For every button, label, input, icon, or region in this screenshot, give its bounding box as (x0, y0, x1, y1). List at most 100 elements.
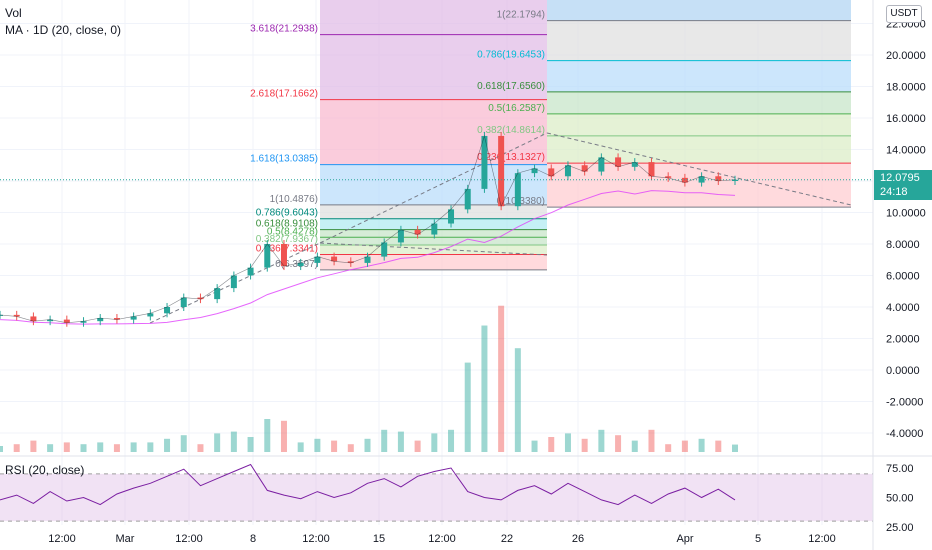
y-axis-tick-label: 16.0000 (886, 113, 926, 125)
candle-body (47, 319, 54, 322)
candle-body (498, 135, 505, 207)
candle-body (197, 297, 204, 300)
volume-bar (615, 435, 622, 452)
fib-level-label: 0.618(17.6560) (477, 81, 545, 92)
candle-body (698, 176, 705, 183)
volume-bar (598, 429, 605, 452)
volume-bar (481, 325, 488, 452)
fib-level-label: 0.382(14.8614) (477, 125, 545, 136)
candle-body (648, 162, 655, 177)
candle-body (230, 275, 237, 289)
trend-line (319, 242, 548, 256)
volume-bar (715, 440, 722, 452)
volume-bar (130, 442, 137, 452)
volume-bar (247, 437, 254, 452)
fib-level-label: 3.618(21.2938) (250, 24, 318, 35)
volume-bar (631, 440, 638, 452)
candle-body (97, 318, 104, 322)
candle-body (280, 244, 287, 267)
volume-bar (514, 348, 521, 452)
rsi-axis-tick-label: 50.00 (886, 493, 914, 505)
volume-bar (564, 433, 571, 452)
fib-level-label: 0(6.3597) (275, 259, 318, 270)
volume-bar (80, 444, 87, 452)
volume-bar (214, 433, 221, 452)
rsi-indicator-label[interactable]: RSI (20, close) (5, 463, 85, 477)
fib-zone (547, 60, 851, 92)
candle-body (414, 229, 421, 235)
volume-bar (431, 433, 438, 452)
candle-body (514, 173, 521, 207)
x-axis-tick-label: 22 (501, 533, 513, 545)
y-axis-tick-label: 8.0000 (886, 239, 920, 251)
fib-level-label: 2.618(17.1662) (250, 89, 318, 100)
volume-bar (732, 444, 738, 452)
price-line (0, 134, 736, 324)
fib-zone (320, 254, 547, 270)
volume-bar (364, 438, 371, 452)
x-axis-tick-label: 12:00 (48, 533, 76, 545)
candle-body (481, 135, 488, 189)
y-axis-tick-label: 14.0000 (886, 145, 926, 157)
volume-bar (448, 429, 455, 452)
fib-zone (547, 163, 851, 208)
volume-bar (97, 442, 104, 452)
fib-zone (320, 164, 547, 205)
candle-body (264, 244, 271, 268)
x-axis-tick-label: 26 (572, 533, 584, 545)
volume-bar (347, 444, 354, 452)
bar-countdown: 24:18 (880, 186, 908, 198)
fib-zone (320, 99, 547, 165)
y-axis-tick-label: 18.0000 (886, 82, 926, 94)
candle-body (297, 262, 304, 267)
volume-bar (665, 444, 672, 452)
fib-level-label: 1.618(13.0385) (250, 154, 318, 165)
fib-zone (547, 135, 851, 164)
fib-zone (320, 237, 547, 245)
volume-bar (147, 442, 154, 452)
candle-body (464, 188, 471, 210)
volume-bar (581, 438, 588, 452)
volume-bar (0, 446, 3, 452)
volume-bar (681, 440, 688, 452)
candle-body (548, 168, 555, 177)
fib-level-label: 1(10.4876) (270, 194, 318, 205)
candle-body (598, 157, 605, 172)
currency-button[interactable]: USDT (886, 5, 922, 23)
candle-body (314, 256, 321, 263)
fib-level-label: 0.382(7.9367) (256, 234, 318, 245)
candle-body (331, 256, 338, 262)
volume-bar (297, 442, 304, 452)
volume-indicator-label[interactable]: Vol (5, 6, 22, 20)
moving-average-label[interactable]: MA · 1D (20, close, 0) (5, 23, 122, 37)
x-axis-tick-label: 5 (755, 533, 761, 545)
volume-bar (47, 444, 54, 452)
candle-body (581, 165, 588, 172)
volume-bar (314, 438, 321, 452)
volume-bar (648, 429, 655, 452)
volume-bar (197, 444, 204, 452)
candle-body (180, 297, 187, 307)
fib-level-label: 0.5(16.2587) (488, 103, 545, 114)
candle-body (397, 229, 404, 243)
fib-level-label: 0.236(13.1327) (477, 152, 545, 163)
volume-bar (280, 420, 287, 452)
y-axis-tick-label: 10.0000 (886, 208, 926, 220)
x-axis-tick-label: Apr (676, 533, 693, 545)
candle-body (448, 209, 455, 224)
x-axis-tick-label: 15 (373, 533, 385, 545)
candle-body (247, 267, 254, 276)
fib-level-label: 0.786(9.6043) (256, 208, 318, 219)
rsi-line (0, 463, 736, 506)
candle-body (30, 316, 37, 322)
fib-zone (320, 244, 547, 255)
volume-bar (180, 435, 187, 452)
y-axis-tick-label: 4.0000 (886, 302, 920, 314)
candle-body (531, 168, 538, 174)
y-axis-tick-label: -4.0000 (886, 428, 923, 440)
candle-body (0, 314, 3, 316)
last-price-badge: 12.0795 24:18 (874, 170, 932, 200)
candle-body (164, 307, 171, 314)
y-axis-tick-label: -2.0000 (886, 397, 923, 409)
